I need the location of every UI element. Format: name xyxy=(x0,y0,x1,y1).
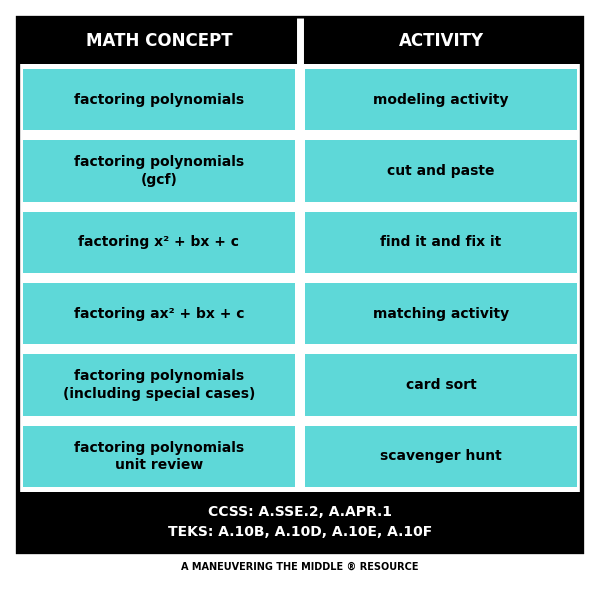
Text: find it and fix it: find it and fix it xyxy=(380,235,502,250)
Bar xyxy=(23,69,295,130)
Text: CCSS: A.SSE.2, A.APR.1: CCSS: A.SSE.2, A.APR.1 xyxy=(208,505,392,519)
Bar xyxy=(23,425,295,487)
Text: card sort: card sort xyxy=(406,378,476,392)
Bar xyxy=(305,355,577,416)
Text: scavenger hunt: scavenger hunt xyxy=(380,449,502,463)
Bar xyxy=(23,212,295,273)
Bar xyxy=(305,425,577,487)
Bar xyxy=(305,69,577,130)
Text: MATH CONCEPT: MATH CONCEPT xyxy=(86,32,232,50)
Bar xyxy=(23,355,295,416)
Text: factoring polynomials
(gcf): factoring polynomials (gcf) xyxy=(74,155,244,187)
Bar xyxy=(18,18,582,552)
Bar xyxy=(18,18,582,552)
Text: matching activity: matching activity xyxy=(373,307,509,320)
Text: cut and paste: cut and paste xyxy=(387,164,495,178)
Text: factoring polynomials
(including special cases): factoring polynomials (including special… xyxy=(63,370,255,401)
Bar xyxy=(23,283,295,344)
Bar xyxy=(305,283,577,344)
Bar xyxy=(18,492,582,552)
Text: A MANEUVERING THE MIDDLE ® RESOURCE: A MANEUVERING THE MIDDLE ® RESOURCE xyxy=(181,562,419,572)
Text: factoring ax² + bx + c: factoring ax² + bx + c xyxy=(74,307,244,320)
Text: modeling activity: modeling activity xyxy=(373,92,509,107)
Bar xyxy=(18,18,582,64)
Text: ACTIVITY: ACTIVITY xyxy=(398,32,484,50)
Bar xyxy=(305,140,577,202)
Text: TEKS: A.10B, A.10D, A.10E, A.10F: TEKS: A.10B, A.10D, A.10E, A.10F xyxy=(168,525,432,539)
Text: factoring polynomials
unit review: factoring polynomials unit review xyxy=(74,440,244,472)
Bar xyxy=(23,140,295,202)
Text: factoring x² + bx + c: factoring x² + bx + c xyxy=(79,235,239,250)
Text: factoring polynomials: factoring polynomials xyxy=(74,92,244,107)
Bar xyxy=(305,212,577,273)
